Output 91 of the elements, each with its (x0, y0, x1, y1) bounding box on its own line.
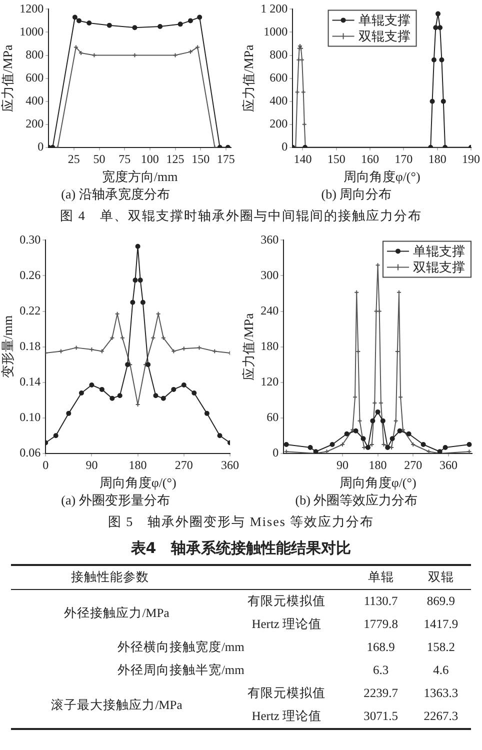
x-tick-label: 190 (462, 152, 480, 166)
y-axis-title: 应力值/MPa (241, 44, 256, 112)
y-axis-title: 应力值/MPa (241, 312, 256, 380)
y-tick-label: 800 (270, 47, 288, 62)
y-tick-label: 0.10 (20, 410, 41, 424)
x-tick-label: 180 (428, 152, 446, 166)
y-tick-label: 200 (26, 116, 44, 131)
category-label: 外径横向接触宽度/mm (116, 639, 246, 656)
y-tick-label: 1 200 (260, 1, 288, 16)
y-tick-label: 360 (260, 232, 279, 246)
y-tick-label: 0.06 (20, 446, 41, 460)
data-label: 6.3 (372, 662, 390, 679)
caption: 图 5 轴承外圈变形与 Mises 等效应力分布 (106, 513, 376, 531)
y-tick-label: 0 (282, 140, 288, 154)
x-tick-label: 90 (86, 458, 98, 472)
category-label: Hertz 理论值 (250, 708, 323, 725)
x-tick-label: 90 (336, 458, 348, 472)
y-tick-label: 1000 (20, 24, 44, 38)
legend-label: 单辊支撑 (413, 244, 465, 259)
x-tick-label: 150 (192, 152, 210, 166)
x-tick-label: 140 (294, 152, 312, 166)
legend-label: 双辊支撑 (358, 28, 410, 44)
x-tick-label: 360 (221, 458, 239, 472)
data-label: 3071.5 (362, 708, 400, 725)
x-tick-label: 175 (216, 152, 235, 166)
x-tick-label: 180 (368, 458, 387, 472)
x-tick-label: 270 (404, 458, 422, 472)
x-tick-label: 50 (93, 152, 106, 166)
text: (a) 外圈变形量分布 (61, 492, 170, 508)
x-tick-label: 270 (174, 458, 193, 472)
x-axis-title: 宽度方向/mm (102, 169, 178, 184)
category-label: 外径周向接触半宽/mm (116, 662, 246, 679)
x-axis-title: 周向角度φ/(°) (343, 169, 420, 184)
x-tick-label: 25 (68, 152, 80, 166)
x-axis-title: 周向角度φ/(°) (99, 475, 176, 490)
data-label: 1130.7 (362, 593, 399, 610)
data-label: 2239.7 (362, 685, 400, 702)
y-tick-label: 0.30 (20, 232, 41, 246)
data-label: 1779.8 (362, 616, 400, 633)
text: 滚子最大接触应力/MPa (50, 696, 184, 714)
x-tick-label: 360 (439, 458, 458, 472)
y-tick-label: 300 (260, 268, 279, 282)
y-tick-label: 400 (26, 93, 44, 108)
category-label: Hertz 理论值 (250, 616, 323, 633)
data-label: 2267.3 (422, 708, 460, 725)
y-tick-label: 1200 (20, 1, 44, 16)
category-label: 有限元模拟值 (246, 685, 327, 702)
text: (a) 沿轴承宽度分布 (61, 186, 170, 202)
text: 接触性能参数 (70, 569, 150, 586)
data-label: 1417.9 (422, 616, 460, 633)
text: 单辊 (366, 569, 395, 586)
y-tick-label: 0.22 (20, 303, 41, 318)
y-tick-label: 240 (260, 303, 279, 318)
y-tick-label: 0.14 (20, 374, 41, 388)
y-tick-label: 0.18 (20, 338, 41, 353)
y-tick-label: 200 (270, 116, 288, 131)
legend-label: 双辊支撑 (413, 260, 465, 275)
y-tick-label: 1000 (264, 24, 288, 38)
text: (b) 周向分布 (321, 186, 392, 202)
y-tick-label: 600 (270, 70, 288, 84)
y-tick-label: 800 (26, 47, 44, 62)
y-tick-label: 0 (272, 446, 279, 460)
text: 双辊 (426, 569, 455, 586)
x-tick-label: 100 (140, 152, 159, 166)
y-tick-label: 180 (260, 338, 279, 353)
x-tick-label: 180 (128, 458, 147, 472)
caption: 图 4 单、双辊支撑时轴承外圈与中间辊间的接触应力分布 (59, 207, 423, 225)
y-tick-label: 0.26 (20, 268, 41, 282)
data-label: 158.2 (426, 639, 456, 656)
y-tick-label: 600 (26, 70, 44, 84)
data-label: 869.9 (426, 593, 456, 610)
y-tick-label: 120 (260, 374, 279, 388)
x-tick-label: 150 (327, 152, 346, 166)
x-tick-label: 160 (361, 152, 380, 166)
x-tick-label: 75 (118, 152, 131, 166)
legend-label: 单辊支撑 (358, 12, 410, 28)
y-tick-label: 0 (38, 140, 44, 154)
data-label: 168.9 (366, 639, 396, 656)
y-axis-title: 应力值/MPa (0, 44, 16, 112)
y-tick-label: 400 (270, 93, 288, 108)
x-axis-title: 周向角度φ/(°) (339, 475, 416, 490)
x-tick-label: 125 (166, 152, 184, 166)
x-tick-label: 170 (394, 152, 413, 166)
text: 外径接触应力/MPa (63, 604, 170, 622)
data-label: 4.6 (432, 662, 450, 679)
y-axis-title: 变形量/mm (0, 315, 16, 378)
data-label: 1363.3 (422, 685, 460, 702)
y-tick-label: 60 (266, 410, 279, 424)
text: (b) 外圈等效应力分布 (295, 492, 418, 508)
category-label: 有限元模拟值 (246, 593, 327, 610)
text: 表4 轴承系统接触性能结果对比 (130, 539, 352, 558)
